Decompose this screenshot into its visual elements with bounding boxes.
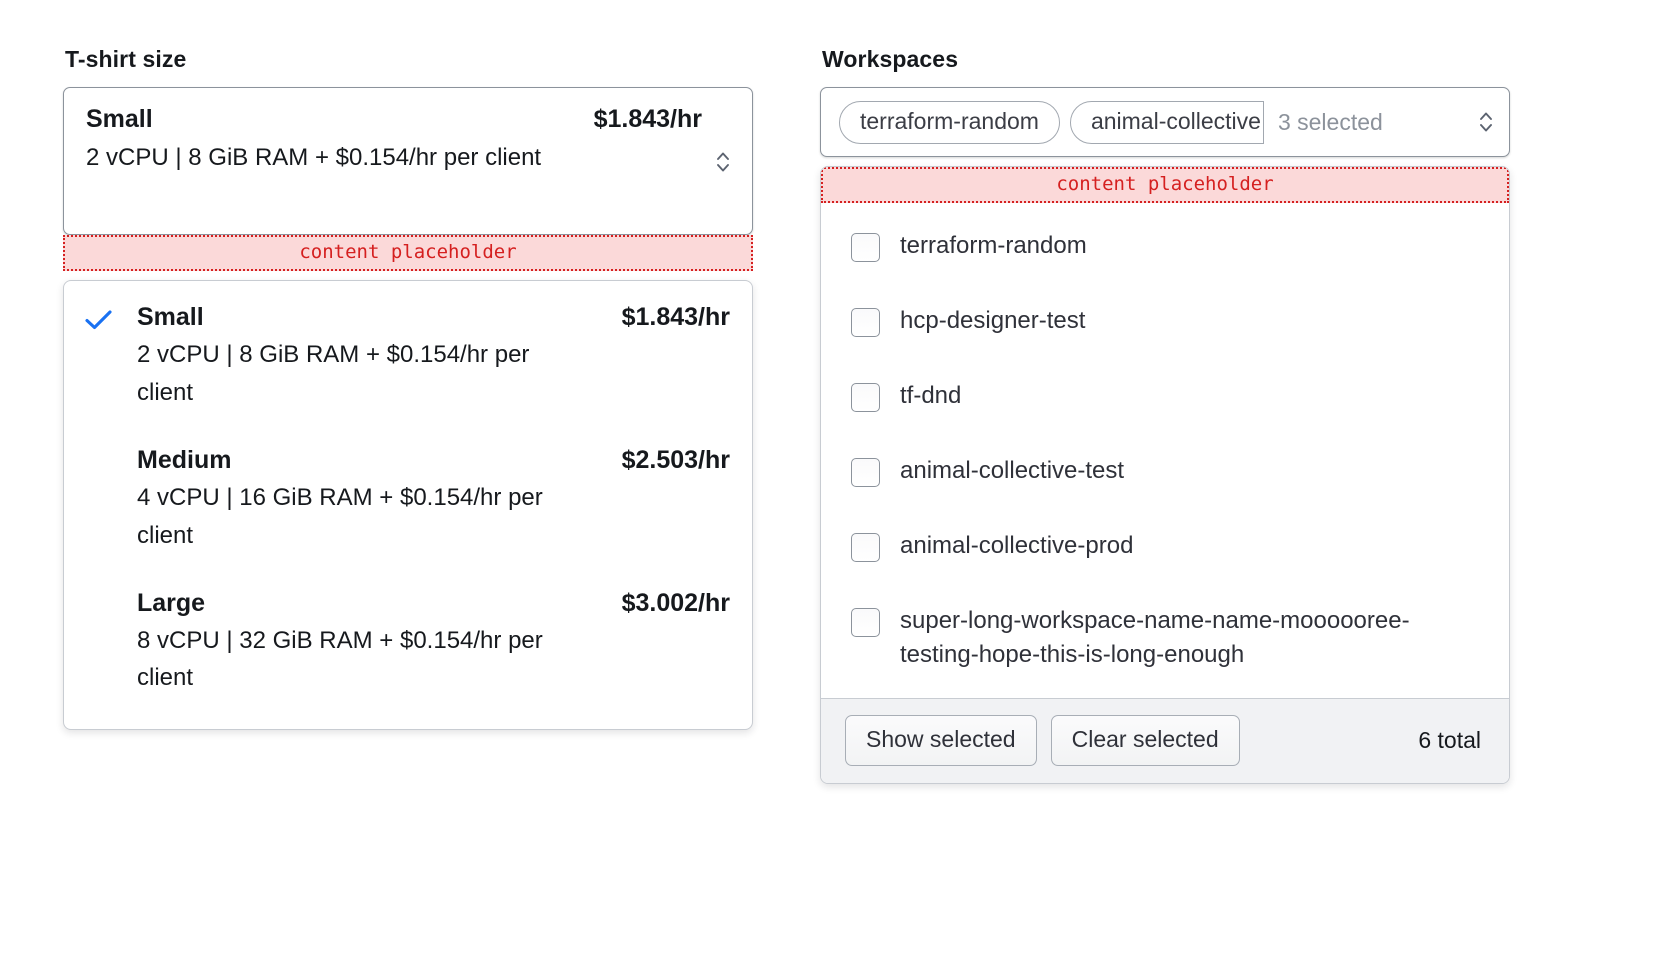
- tshirt-size-option-title: Medium: [137, 445, 232, 474]
- tshirt-size-option-row: Large $3.002/hr: [137, 589, 732, 618]
- workspaces-option-label: super-long-workspace-name-name-moooooree…: [900, 607, 1410, 669]
- checkbox-icon[interactable]: [851, 533, 880, 563]
- checkbox-icon[interactable]: [851, 383, 880, 413]
- tshirt-size-option-body: Large $3.002/hr 8 vCPU | 32 GiB RAM + $0…: [137, 589, 732, 698]
- workspaces-footer: Show selected Clear selected 6 total: [821, 698, 1509, 784]
- checkbox-icon[interactable]: [851, 307, 880, 337]
- tshirt-size-option-title: Large: [137, 588, 206, 617]
- workspaces-total-count: 6 total: [1418, 727, 1481, 754]
- workspaces-option-label: tf-dnd: [900, 382, 962, 410]
- check-icon-placeholder: [84, 446, 137, 451]
- tshirt-size-trigger-description: 2 vCPU | 8 GiB RAM + $0.154/hr per clien…: [86, 144, 542, 171]
- workspaces-token-area: terraform-random animal-collective 3 sel…: [839, 100, 1467, 144]
- tshirt-size-option-description: 4 vCPU | 16 GiB RAM + $0.154/hr per clie…: [137, 483, 543, 549]
- tshirt-size-options-panel: Small $1.843/hr 2 vCPU | 8 GiB RAM + $0.…: [63, 279, 753, 731]
- workspaces-label: Workspaces: [822, 46, 959, 72]
- workspaces-option-label: hcp-designer-test: [900, 306, 1086, 334]
- workspaces-dropdown-panel: content placeholder terraform-random hcp…: [820, 166, 1510, 785]
- check-icon: [84, 303, 137, 332]
- tshirt-size-trigger-title: Small: [86, 105, 153, 133]
- tshirt-size-option-description: 8 vCPU | 32 GiB RAM + $0.154/hr per clie…: [137, 626, 543, 692]
- tshirt-size-option-row: Medium $2.503/hr: [137, 446, 732, 475]
- checkbox-icon[interactable]: [851, 458, 880, 488]
- workspaces-option-label: animal-collective-test: [900, 457, 1125, 485]
- workspaces-token[interactable]: terraform-random: [839, 100, 1060, 144]
- tshirt-size-option-body: Small $1.843/hr 2 vCPU | 8 GiB RAM + $0.…: [137, 303, 732, 412]
- clear-selected-button[interactable]: Clear selected: [1050, 715, 1240, 767]
- workspaces-option-label: terraform-random: [900, 231, 1087, 259]
- tshirt-size-label: T-shirt size: [65, 46, 187, 72]
- tshirt-size-option-price: $1.843/hr: [621, 302, 730, 331]
- tshirt-content-placeholder: content placeholder: [63, 235, 753, 271]
- tshirt-size-trigger-price: $1.843/hr: [593, 105, 702, 133]
- workspaces-selected-count: 3 selected: [1277, 108, 1383, 135]
- tshirt-size-trigger-row: Small $1.843/hr: [86, 105, 702, 134]
- tshirt-size-option[interactable]: Medium $2.503/hr 4 vCPU | 16 GiB RAM + $…: [84, 446, 732, 555]
- workspaces-option[interactable]: tf-dnd: [821, 369, 1509, 423]
- workspaces-token-input[interactable]: terraform-random animal-collective 3 sel…: [820, 87, 1510, 157]
- tshirt-size-option[interactable]: Large $3.002/hr 8 vCPU | 32 GiB RAM + $0…: [84, 589, 732, 698]
- workspaces-token[interactable]: animal-collective: [1069, 100, 1264, 144]
- tshirt-size-option-list: Small $1.843/hr 2 vCPU | 8 GiB RAM + $0.…: [64, 281, 752, 729]
- check-icon-placeholder: [84, 589, 137, 594]
- show-selected-button[interactable]: Show selected: [845, 715, 1037, 767]
- checkbox-icon[interactable]: [851, 608, 880, 638]
- tshirt-size-trigger-content: Small $1.843/hr 2 vCPU | 8 GiB RAM + $0.…: [86, 105, 702, 177]
- workspaces-option[interactable]: animal-collective-prod: [821, 519, 1509, 573]
- workspaces-field: Workspaces terraform-random animal-colle…: [820, 46, 1510, 785]
- tshirt-size-option-row: Small $1.843/hr: [137, 303, 732, 332]
- workspaces-option-label: animal-collective-prod: [900, 532, 1134, 560]
- workspaces-option[interactable]: terraform-random: [821, 219, 1509, 273]
- workspaces-option[interactable]: super-long-workspace-name-name-moooooree…: [821, 594, 1509, 682]
- chevron-up-down-icon[interactable]: [1477, 105, 1495, 139]
- workspaces-option-list: terraform-random hcp-designer-test tf-dn…: [821, 203, 1509, 699]
- workspaces-content-placeholder: content placeholder: [821, 167, 1509, 203]
- tshirt-size-option-body: Medium $2.503/hr 4 vCPU | 16 GiB RAM + $…: [137, 446, 732, 555]
- workspaces-option[interactable]: hcp-designer-test: [821, 294, 1509, 348]
- tshirt-size-option-price: $2.503/hr: [621, 445, 730, 474]
- workspaces-option[interactable]: animal-collective-test: [821, 444, 1509, 498]
- tshirt-size-option-title: Small: [137, 302, 204, 331]
- checkbox-icon[interactable]: [851, 232, 880, 262]
- tshirt-size-option-price: $3.002/hr: [621, 588, 730, 617]
- tshirt-size-option[interactable]: Small $1.843/hr 2 vCPU | 8 GiB RAM + $0.…: [84, 303, 732, 412]
- tshirt-size-field: T-shirt size Small $1.843/hr 2 vCPU | 8 …: [63, 46, 753, 731]
- tshirt-size-option-description: 2 vCPU | 8 GiB RAM + $0.154/hr per clien…: [137, 340, 530, 406]
- tshirt-size-select-trigger[interactable]: Small $1.843/hr 2 vCPU | 8 GiB RAM + $0.…: [63, 87, 753, 235]
- chevron-up-down-icon[interactable]: [714, 145, 732, 179]
